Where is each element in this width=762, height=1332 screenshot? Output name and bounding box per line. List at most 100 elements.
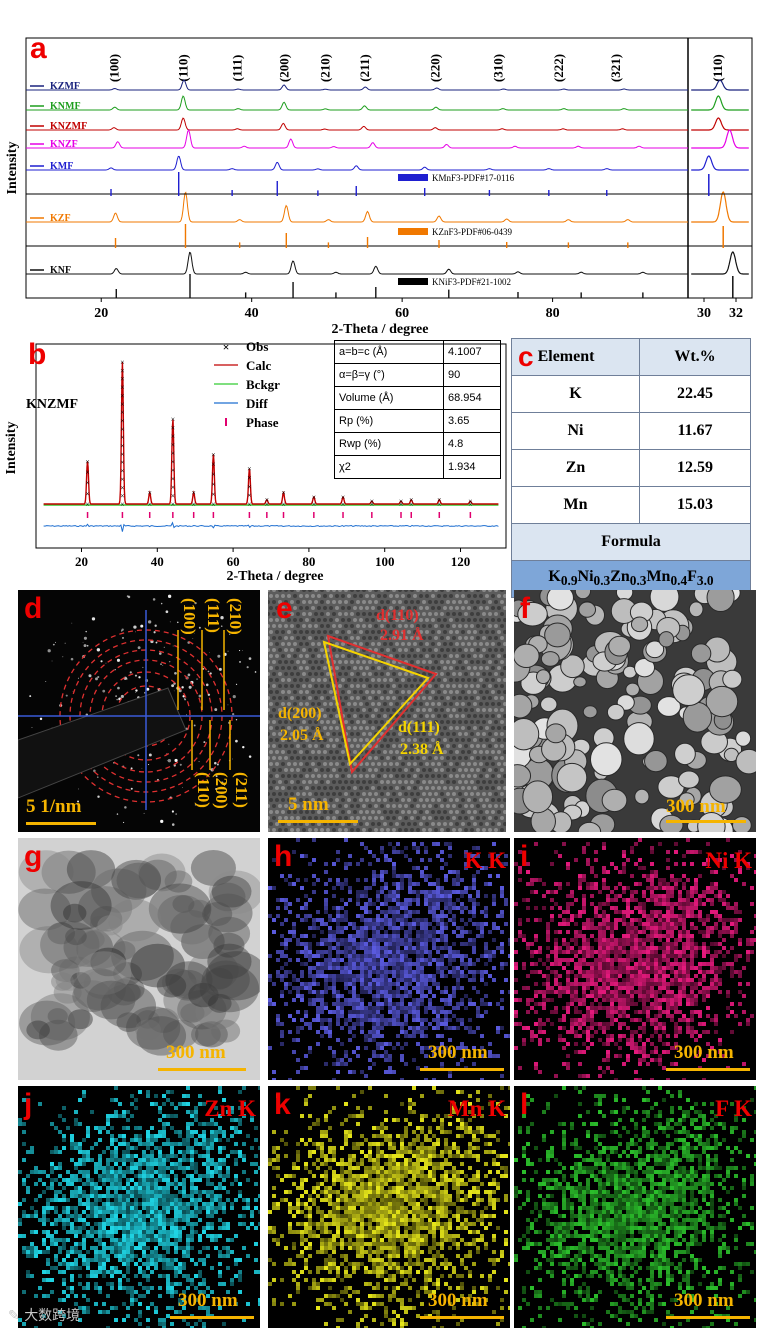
particle — [722, 669, 743, 689]
obs-point: × — [120, 425, 125, 434]
particle — [608, 635, 632, 657]
x-tick-label: 60 — [227, 554, 240, 569]
particle-cluster — [19, 1000, 76, 1046]
obs-point: × — [312, 493, 317, 502]
value-cell: 90 — [443, 363, 501, 387]
particle — [678, 770, 700, 789]
panel-f-sem — [514, 590, 756, 832]
legend-label: KZMF — [50, 81, 80, 92]
scale-bar — [666, 1068, 750, 1071]
x-tick-label: 120 — [451, 554, 471, 569]
obs-point: × — [171, 466, 176, 475]
particle — [634, 658, 656, 678]
ring-label: (211) — [232, 772, 251, 808]
obs-point: × — [370, 497, 375, 506]
particle — [590, 742, 623, 777]
particle-cluster — [41, 850, 96, 894]
ring-label: (210) — [226, 598, 245, 635]
particle-cluster — [202, 902, 233, 927]
particle — [577, 821, 602, 832]
particle — [514, 693, 533, 719]
particle — [517, 601, 548, 627]
particle-cluster — [163, 1019, 199, 1049]
series-line — [26, 251, 688, 275]
hkl-label: (211) — [357, 54, 372, 81]
panel-label: l — [520, 1088, 529, 1121]
hkl-label: (220) — [427, 54, 442, 82]
particle-cluster — [86, 980, 136, 1020]
cell-value: 22.45 — [639, 375, 751, 413]
reference-swatch — [398, 228, 428, 235]
particle-cluster — [136, 1010, 160, 1029]
panel-label: j — [24, 1088, 33, 1121]
obs-point: × — [409, 496, 414, 505]
particle-cluster — [201, 960, 250, 999]
series-zoom-line — [691, 251, 749, 275]
obs-point: × — [120, 467, 125, 476]
particle — [546, 590, 574, 611]
particle-cluster — [78, 886, 133, 930]
obs-point: × — [191, 489, 196, 498]
particle-cluster — [191, 1022, 221, 1047]
particle — [606, 703, 625, 721]
obs-point: × — [341, 500, 346, 509]
particle-cluster — [40, 921, 100, 969]
panel-a-label: a — [30, 32, 47, 65]
particle-cluster — [190, 849, 236, 887]
scale-bar — [420, 1316, 504, 1319]
panel-g-tem — [18, 838, 260, 1080]
series-line — [26, 155, 688, 171]
particle-cluster — [30, 993, 90, 1041]
particle — [630, 616, 649, 633]
reference-label: KZnF3-PDF#06-0439 — [432, 227, 513, 237]
obs-point: × — [247, 465, 252, 474]
series-zoom-line — [691, 129, 749, 149]
obs-point: × — [409, 500, 414, 509]
particle — [578, 601, 597, 618]
hkl-label: (110) — [710, 54, 725, 81]
scale-bar-f — [666, 820, 746, 823]
particle-cluster — [199, 964, 260, 1013]
particle-cluster — [55, 969, 83, 991]
particle-cluster — [205, 951, 260, 1001]
particle — [732, 816, 752, 832]
particle — [678, 792, 695, 807]
particle — [522, 780, 554, 814]
particle-cluster — [211, 875, 252, 908]
cell-element: Ni — [511, 412, 640, 450]
eds-map-panel — [18, 1086, 260, 1328]
scale-text: 300 nm — [428, 1290, 488, 1311]
particle — [623, 722, 655, 756]
panel-e-label: e — [276, 592, 293, 625]
y-axis-label: Intensity — [5, 142, 20, 195]
obs-point: × — [370, 500, 375, 509]
particle-cluster — [147, 1007, 180, 1033]
x-tick-label: 80 — [546, 306, 560, 321]
eds-map-panel — [514, 1086, 756, 1328]
d110-label: d(110) — [376, 607, 419, 624]
particle-cluster — [50, 881, 112, 931]
particle — [672, 674, 706, 707]
particle — [540, 696, 558, 713]
element-map-title: F K — [715, 1096, 752, 1121]
y-axis-label: Intensity — [4, 422, 19, 475]
obs-point: × — [247, 500, 252, 509]
value-cell: 4.1007 — [443, 340, 501, 364]
ring-label: (100) — [180, 598, 199, 635]
panel-g-label: g — [24, 840, 43, 873]
scale-text: 300 nm — [178, 1290, 238, 1311]
x-axis-label: 2-Theta / degree — [332, 322, 429, 336]
particle-cluster — [112, 941, 136, 960]
ring-label: (110) — [194, 772, 213, 808]
lattice-triangle — [326, 634, 438, 775]
particle-cluster — [38, 1019, 78, 1051]
cell-value: 12.59 — [639, 449, 751, 487]
particle-cluster — [112, 962, 143, 986]
particle — [625, 682, 640, 697]
obs-point: × — [247, 491, 252, 500]
cell-element: Mn — [511, 486, 640, 524]
particle-cluster — [66, 850, 116, 889]
hkl-label: (111) — [230, 55, 245, 82]
reference-label: KMnF3-PDF#17-0116 — [432, 173, 515, 183]
particle-cluster — [187, 950, 239, 992]
